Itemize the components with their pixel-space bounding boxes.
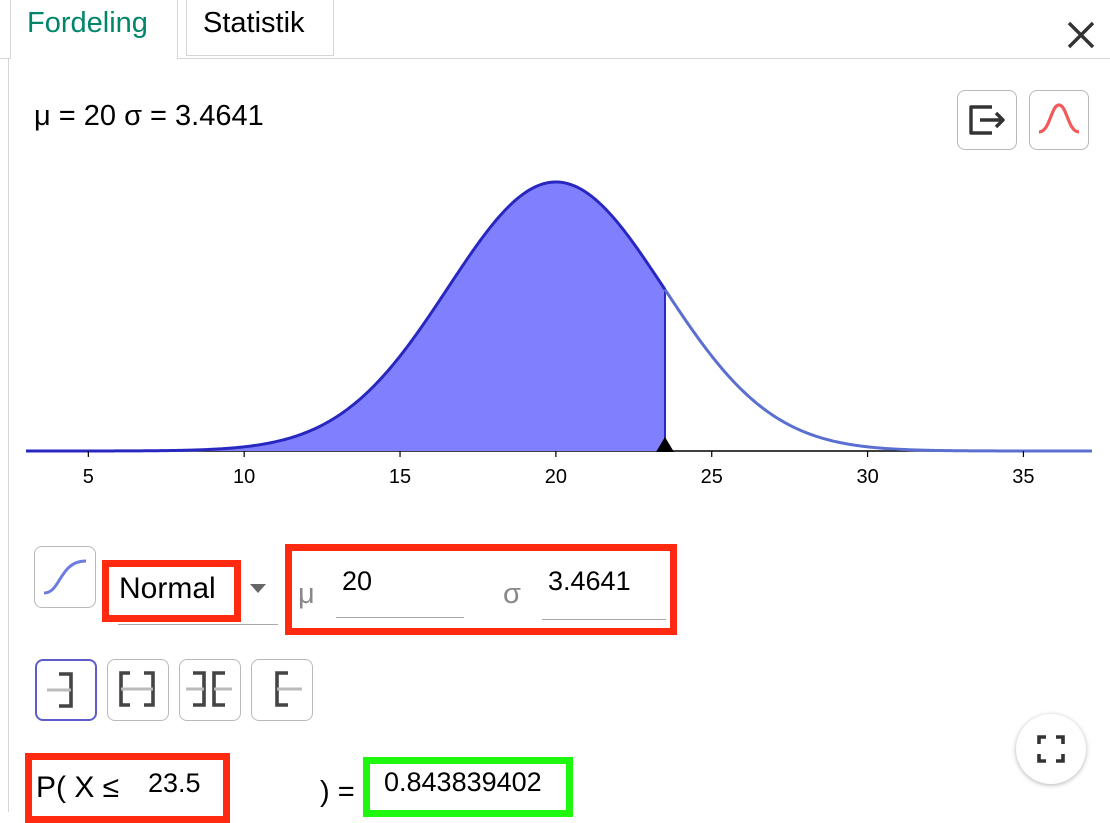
bound-marker — [655, 437, 674, 452]
left-sided-button[interactable] — [35, 659, 97, 721]
distribution-highlight — [102, 560, 241, 622]
left-sided-icon — [47, 672, 73, 708]
normal-overlay-icon — [1038, 103, 1080, 134]
sigma-underline — [542, 619, 666, 620]
x-tick-label-5: 30 — [856, 466, 878, 488]
density-curve-left — [26, 180, 667, 453]
sigma-field[interactable]: 3.4641 — [548, 566, 631, 596]
x-tick-label-4: 25 — [701, 466, 723, 488]
probability-bound-field[interactable]: 23.5 — [148, 768, 201, 798]
x-tick-label-0: 5 — [83, 466, 94, 488]
two-tailed-button[interactable] — [179, 659, 241, 721]
tab-fordeling[interactable]: Fordeling — [10, 0, 178, 59]
interval-icon — [119, 671, 155, 707]
sigma-label: σ — [503, 578, 521, 610]
mu-field[interactable]: 20 — [342, 566, 373, 596]
export-icon — [969, 105, 1005, 135]
right-sided-button[interactable] — [251, 659, 313, 721]
interval-button[interactable] — [107, 659, 169, 721]
x-tick-label-6: 35 — [1012, 466, 1034, 488]
close-icon[interactable] — [1064, 18, 1098, 52]
x-tick-label-1: 10 — [233, 466, 255, 488]
x-tick-label-3: 20 — [545, 466, 567, 488]
normal-overlay-button[interactable] — [1029, 90, 1089, 150]
right-sided-icon — [275, 671, 302, 707]
mu-label: μ — [298, 578, 315, 610]
dropdown-arrow-icon[interactable] — [248, 581, 268, 595]
mu-underline — [336, 617, 464, 618]
cumulative-icon — [43, 559, 87, 595]
probability-prefix: P( X ≤ — [36, 771, 120, 804]
tab-statistik[interactable]: Statistik — [186, 0, 334, 56]
probability-suffix: ) = — [320, 776, 355, 808]
parameters-highlight — [285, 544, 677, 635]
shaded-probability-area — [26, 182, 665, 451]
parameter-summary: μ = 20 σ = 3.4641 — [34, 100, 264, 132]
distribution-chart: 5 10 15 20 25 30 35 — [26, 180, 1092, 488]
distribution-select[interactable]: Normal — [119, 572, 216, 605]
fullscreen-icon — [1037, 735, 1065, 763]
cumulative-toggle-button[interactable] — [34, 546, 96, 608]
x-tick-label-2: 15 — [389, 466, 411, 488]
distribution-underline — [118, 624, 278, 625]
density-curve-right — [663, 288, 1092, 453]
export-button[interactable] — [957, 90, 1017, 150]
two-tailed-icon — [186, 671, 232, 707]
probability-result: 0.843839402 — [384, 767, 542, 797]
tab-bar: Fordeling Statistik — [0, 0, 1110, 59]
panel-border — [8, 58, 9, 812]
fullscreen-button[interactable] — [1016, 714, 1086, 784]
